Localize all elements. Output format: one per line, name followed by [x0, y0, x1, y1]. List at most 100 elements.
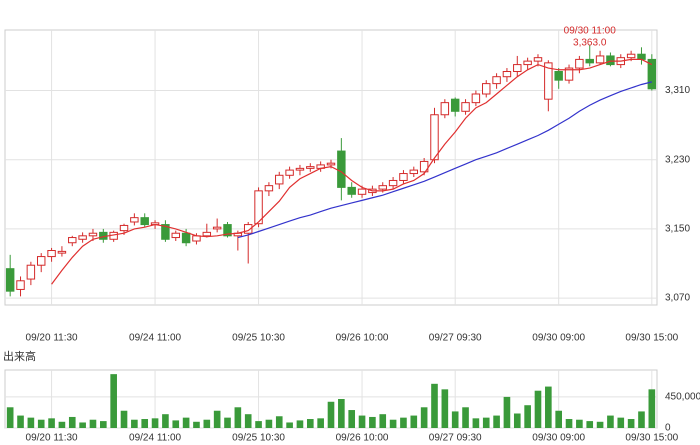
volume-bar — [420, 407, 428, 428]
y-tick-label: 3,230 — [665, 154, 690, 165]
x-tick-label: 09/20 11:30 — [26, 433, 79, 444]
volume-bar — [617, 417, 625, 428]
candle-body — [171, 232, 180, 239]
volume-bar — [586, 421, 594, 428]
volume-bar — [244, 414, 252, 428]
candle-body — [295, 167, 305, 171]
volume-bar — [482, 417, 490, 428]
candle-body — [119, 224, 129, 232]
volume-bar — [379, 414, 387, 428]
candle-body — [36, 256, 46, 266]
volume-bar — [369, 416, 376, 428]
y-tick-label: 3,150 — [665, 224, 690, 235]
volume-bar — [151, 418, 159, 428]
y-tick-label: 0 — [665, 423, 671, 434]
volume-bar — [89, 419, 97, 428]
candle-body — [68, 237, 77, 244]
x-tick-label: 09/26 10:00 — [336, 333, 389, 344]
volume-bar — [286, 422, 293, 428]
candle-body — [326, 162, 336, 166]
x-tick-label: 09/25 10:30 — [232, 433, 285, 444]
x-tick-label: 09/24 11:00 — [129, 333, 182, 344]
candle-body — [88, 232, 98, 237]
volume-bar — [576, 419, 583, 428]
x-tick-label: 09/30 09:00 — [532, 333, 585, 344]
candle-body — [347, 186, 356, 195]
volume-bar — [555, 410, 562, 428]
candle-body — [223, 224, 232, 237]
volume-bar — [162, 414, 169, 428]
y-tick-label: 3,070 — [665, 293, 690, 304]
volume-bar — [327, 401, 335, 428]
moving-average-line — [237, 81, 652, 239]
volume-bar — [6, 407, 14, 428]
volume-bar — [524, 405, 531, 428]
candle-body — [450, 98, 460, 112]
volume-bar — [534, 390, 542, 428]
candle-body — [78, 235, 87, 240]
volume-bar — [37, 419, 45, 428]
candle-body — [513, 64, 522, 73]
volume-bar — [638, 411, 645, 428]
volume-bar — [627, 419, 635, 428]
x-tick-label: 09/25 10:30 — [232, 333, 285, 344]
volume-bar — [338, 399, 345, 428]
x-tick-label: 09/30 09:00 — [532, 433, 585, 444]
x-tick-label: 09/30 15:00 — [625, 433, 678, 444]
volume-bar — [462, 407, 469, 428]
candle-body — [637, 53, 646, 60]
candle-body — [388, 179, 398, 187]
candle-body — [595, 55, 605, 64]
volume-bar — [141, 419, 149, 428]
volume-bar — [400, 417, 407, 428]
candle-body — [5, 268, 15, 292]
annotation-value: 3,363.0 — [573, 38, 607, 49]
volume-bar — [79, 422, 86, 428]
volume-bar — [565, 419, 573, 428]
volume-bar — [441, 389, 449, 428]
volume-bar — [596, 421, 604, 428]
volume-bar — [503, 396, 511, 428]
candle-body — [399, 173, 408, 181]
volume-bar — [513, 413, 521, 428]
moving-average-line — [51, 58, 653, 285]
volume-bar — [348, 410, 356, 428]
y-tick-label: 450,000 — [665, 392, 700, 403]
candle-body — [471, 93, 481, 104]
volume-bar — [317, 418, 324, 428]
candle-body — [647, 58, 657, 90]
volume-bar — [110, 374, 117, 428]
candle-body — [430, 114, 439, 161]
candle-body — [523, 60, 532, 66]
candle-body — [254, 190, 263, 225]
volume-bar — [131, 419, 138, 428]
volume-title: 出来高 — [3, 349, 36, 363]
candle-body — [275, 174, 284, 185]
candle-body — [564, 67, 574, 81]
volume-bar — [306, 419, 314, 428]
candle-body — [409, 169, 419, 175]
volume-bar — [255, 421, 262, 428]
volume-bar — [213, 410, 221, 428]
candle-body — [285, 169, 294, 176]
candle-body — [378, 185, 387, 190]
volume-bar — [120, 410, 128, 428]
candle-body — [130, 217, 139, 223]
volume-bar — [265, 419, 273, 428]
candle-body — [419, 160, 429, 173]
volume-bar — [472, 418, 480, 428]
x-tick-label: 09/27 09:30 — [429, 433, 482, 444]
candle-body — [482, 83, 491, 95]
candle-body — [212, 226, 222, 230]
volume-bar — [410, 415, 418, 428]
candle-body — [554, 71, 563, 81]
x-tick-label: 09/26 10:00 — [336, 433, 389, 444]
volume-bar — [296, 420, 304, 428]
volume-bar — [275, 416, 283, 428]
x-tick-label: 09/20 11:30 — [26, 333, 79, 344]
candle-body — [502, 71, 512, 78]
x-tick-label: 09/24 11:00 — [129, 433, 182, 444]
volume-bar — [100, 421, 107, 428]
volume-bar — [224, 417, 231, 428]
x-tick-label: 09/27 09:30 — [429, 333, 482, 344]
